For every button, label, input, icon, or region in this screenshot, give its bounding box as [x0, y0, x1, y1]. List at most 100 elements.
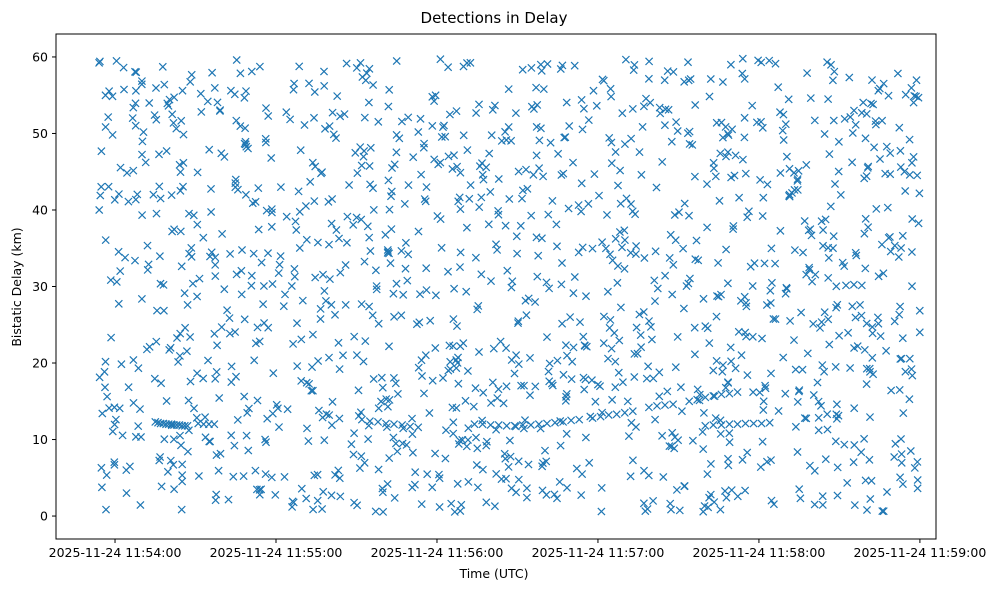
scatter-point: [268, 279, 277, 289]
scatter-point: [531, 382, 540, 391]
scatter-point: [897, 458, 906, 467]
scatter-point: [862, 319, 871, 328]
scatter-point: [404, 181, 413, 190]
scatter-point: [898, 231, 907, 240]
scatter-point: [110, 460, 119, 469]
scatter-point: [702, 180, 712, 189]
scatter-point: [449, 342, 458, 351]
scatter-point: [248, 199, 257, 208]
scatter-point: [361, 337, 370, 346]
scatter-point: [366, 246, 375, 256]
scatter-point: [884, 91, 893, 100]
scatter-point: [791, 365, 800, 374]
scatter-point: [389, 373, 398, 382]
scatter-point: [169, 460, 178, 469]
scatter-point: [749, 388, 758, 397]
scatter-point: [607, 92, 616, 101]
scatter-point: [494, 385, 503, 394]
scatter-point: [101, 236, 110, 245]
scatter-point: [862, 505, 872, 515]
scatter-point: [671, 363, 680, 372]
scatter-point: [901, 90, 910, 99]
scatter-point: [568, 158, 578, 167]
scatter-point: [647, 335, 656, 344]
scatter-point: [655, 368, 664, 377]
scatter-point: [835, 331, 844, 340]
scatter-point: [529, 170, 538, 179]
scatter-point: [767, 278, 776, 287]
scatter-point: [522, 493, 531, 502]
scatter-point: [577, 179, 586, 188]
scatter-point: [319, 487, 328, 496]
scatter-point: [217, 149, 226, 158]
scatter-point: [536, 424, 545, 433]
scatter-point: [519, 381, 529, 390]
scatter-point: [320, 81, 329, 90]
scatter-point: [327, 300, 336, 309]
scatter-point: [503, 266, 512, 275]
scatter-point: [616, 166, 625, 175]
scatter-point: [441, 132, 450, 141]
scatter-point: [267, 153, 276, 163]
scatter-point: [841, 281, 851, 290]
scatter-point: [539, 85, 548, 94]
scatter-point: [425, 408, 434, 418]
scatter-point: [709, 366, 718, 375]
scatter-point: [580, 385, 589, 394]
scatter-point: [364, 435, 373, 444]
scatter-point: [186, 77, 195, 86]
scatter-point: [540, 446, 550, 455]
scatter-point: [731, 364, 740, 373]
scatter-point: [318, 270, 328, 279]
scatter-point: [738, 69, 747, 78]
scatter-point: [137, 294, 146, 303]
scatter-point: [125, 462, 134, 471]
scatter-point: [416, 114, 425, 123]
scatter-point: [184, 396, 193, 405]
scatter-point: [660, 76, 669, 85]
scatter-point: [294, 187, 303, 196]
scatter-point: [533, 100, 542, 109]
scatter-point: [297, 335, 306, 344]
scatter-point: [179, 130, 188, 139]
scatter-point: [550, 490, 559, 499]
scatter-point: [807, 231, 816, 240]
scatter-point: [384, 342, 394, 351]
scatter-point: [170, 93, 179, 102]
scatter-point: [577, 95, 586, 104]
scatter-point: [684, 211, 694, 220]
scatter-point: [149, 190, 158, 199]
scatter-point: [547, 379, 556, 388]
scatter-point: [602, 210, 612, 219]
scatter-point: [517, 194, 527, 203]
scatter-point: [320, 286, 329, 295]
scatter-point: [129, 355, 138, 365]
scatter-point: [206, 184, 216, 193]
scatter-point: [210, 83, 219, 92]
scatter-point: [829, 116, 838, 125]
scatter-point: [494, 420, 503, 430]
scatter-point: [397, 311, 406, 320]
scatter-point: [267, 222, 276, 231]
scatter-point: [542, 278, 551, 287]
scatter-point: [359, 152, 368, 161]
scatter-point: [383, 402, 392, 411]
scatter-point: [896, 302, 905, 311]
scatter-point: [182, 347, 191, 356]
scatter-point: [302, 424, 312, 433]
scatter-point: [414, 423, 423, 432]
scatter-point: [157, 482, 166, 491]
scatter-point: [449, 315, 458, 324]
scatter-point: [117, 360, 126, 369]
scatter-point: [826, 202, 835, 211]
scatter-point: [776, 226, 785, 235]
scatter-point: [193, 292, 202, 301]
scatter-point: [358, 72, 367, 82]
scatter-point: [853, 342, 862, 351]
scatter-point: [178, 471, 187, 480]
scatter-point: [430, 155, 439, 164]
scatter-point: [620, 408, 629, 417]
scatter-point: [580, 341, 589, 350]
scatter-point: [798, 248, 808, 257]
scatter-point: [510, 369, 519, 378]
